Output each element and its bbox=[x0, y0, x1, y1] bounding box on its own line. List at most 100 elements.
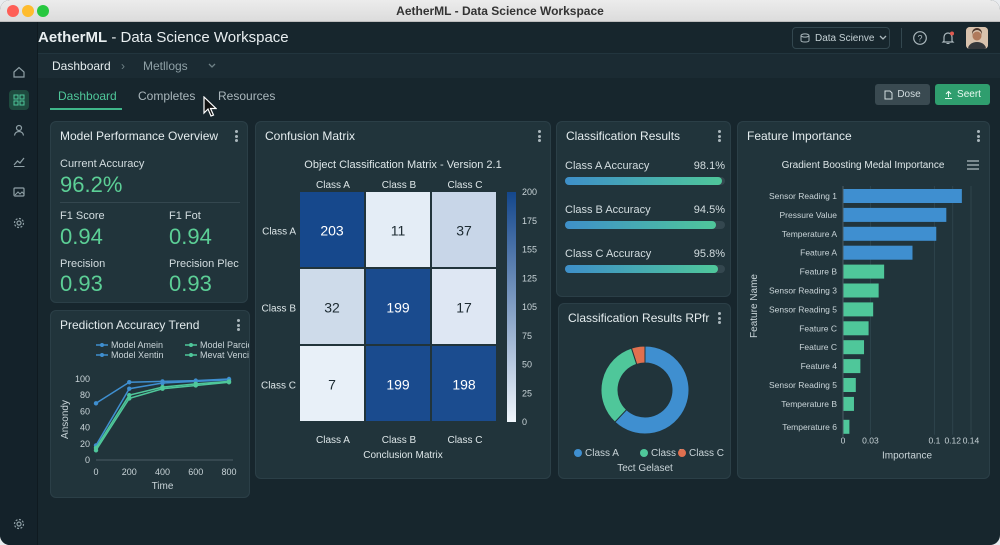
user-avatar[interactable] bbox=[966, 27, 988, 49]
maximize-window-button[interactable] bbox=[37, 5, 49, 17]
sidebar-analytics[interactable] bbox=[9, 151, 29, 171]
sidebar-users[interactable] bbox=[9, 120, 29, 140]
legend-marker bbox=[189, 353, 193, 357]
colorbar-tick-label: 200 bbox=[522, 187, 537, 197]
tab-resources[interactable]: Resources bbox=[218, 89, 276, 103]
cell-value: 11 bbox=[391, 223, 406, 239]
f1-fot-label: F1 Fot bbox=[169, 210, 201, 222]
card-menu-icon[interactable] bbox=[235, 130, 238, 142]
title-bar: AetherML - Data Science Workspace bbox=[0, 0, 1000, 22]
matrix-cell bbox=[432, 346, 496, 421]
mouse-cursor bbox=[203, 95, 218, 123]
legend-marker bbox=[100, 343, 104, 347]
accuracy-label: Class C Accuracy bbox=[565, 248, 652, 260]
y-tick-label: 80 bbox=[80, 390, 90, 400]
card-menu-icon[interactable] bbox=[237, 319, 240, 331]
x-axis-label: Tect Gelaset bbox=[617, 463, 673, 474]
colorbar-tick-label: 75 bbox=[522, 331, 532, 341]
help-icon[interactable]: ? bbox=[912, 30, 928, 46]
svg-text:?: ? bbox=[917, 34, 922, 44]
cell-value: 37 bbox=[456, 223, 472, 239]
model-performance-card: Model Performance Overview Current Accur… bbox=[50, 121, 248, 303]
feature-bar bbox=[843, 396, 854, 411]
x-tick-label: 400 bbox=[155, 467, 170, 477]
feature-label: Feature A bbox=[800, 248, 837, 258]
accuracy-label: Class A Accuracy bbox=[565, 160, 650, 172]
data-point bbox=[93, 448, 99, 453]
chevron-down-icon[interactable] bbox=[208, 63, 216, 69]
column-label: Class C bbox=[447, 435, 482, 446]
accuracy-track bbox=[565, 177, 725, 185]
precision-plec-label: Precision Plec bbox=[169, 258, 239, 270]
chart-icon bbox=[13, 157, 25, 167]
feature-bar bbox=[843, 359, 861, 374]
data-point bbox=[93, 401, 99, 406]
colorbar-tick-label: 155 bbox=[522, 245, 537, 255]
minimize-window-button[interactable] bbox=[22, 5, 34, 17]
precision-label: Precision bbox=[60, 258, 106, 270]
column-label: Class B bbox=[382, 180, 417, 191]
feature-label: Sensor Reading 5 bbox=[769, 304, 837, 314]
sidebar-gallery[interactable] bbox=[9, 182, 29, 202]
accuracy-fill bbox=[565, 177, 722, 185]
sidebar bbox=[0, 22, 38, 545]
y-tick-label: 100 bbox=[75, 374, 90, 384]
tab-bar: Dashboard Completes Resources Dose Seert bbox=[38, 78, 1000, 114]
x-tick-label: 0.03 bbox=[862, 436, 879, 446]
card-title: Model Performance Overview bbox=[60, 129, 219, 143]
close-window-button[interactable] bbox=[7, 5, 19, 17]
legend-label: Model Amein bbox=[111, 340, 163, 350]
x-axis-label: Conclusion Matrix bbox=[363, 450, 442, 461]
matrix-title: Object Classification Matrix - Version 2… bbox=[304, 159, 501, 171]
active-tab-indicator bbox=[50, 108, 122, 110]
feature-importance-card: Feature Importance Gradient Boosting Med… bbox=[737, 121, 990, 479]
x-tick-label: 0 bbox=[93, 467, 98, 477]
app-subtitle: - Data Science Workspace bbox=[107, 29, 289, 46]
x-tick-label: 0.14 bbox=[963, 436, 980, 446]
legend-label: Class C bbox=[689, 448, 724, 459]
data-point bbox=[127, 386, 132, 391]
sidebar-settings[interactable] bbox=[9, 213, 29, 233]
legend-marker bbox=[574, 449, 582, 457]
card-title: Confusion Matrix bbox=[265, 129, 356, 143]
tab-completes[interactable]: Completes bbox=[138, 89, 196, 103]
sidebar-preferences[interactable] bbox=[9, 514, 29, 534]
card-title: Prediction Accuracy Trend bbox=[60, 318, 200, 332]
y-tick-label: 0 bbox=[85, 455, 90, 465]
sidebar-dashboard[interactable] bbox=[9, 90, 29, 110]
feature-bar bbox=[843, 321, 869, 336]
x-tick-label: 600 bbox=[188, 467, 203, 477]
card-menu-icon[interactable] bbox=[977, 130, 980, 142]
donut-slice bbox=[614, 345, 690, 435]
card-menu-icon[interactable] bbox=[538, 130, 541, 142]
matrix-cell bbox=[300, 346, 364, 421]
x-tick-label: 0.12 bbox=[944, 436, 961, 446]
colorbar-tick-label: 105 bbox=[522, 302, 537, 312]
breadcrumb-dashboard[interactable]: Dashboard bbox=[52, 59, 111, 73]
card-menu-icon[interactable] bbox=[718, 312, 721, 324]
feature-label: Sensor Reading 1 bbox=[769, 191, 837, 201]
feature-label: Sensor Reading 5 bbox=[769, 380, 837, 390]
seert-button[interactable]: Seert bbox=[935, 84, 990, 105]
dose-button[interactable]: Dose bbox=[875, 84, 930, 105]
accuracy-track bbox=[565, 265, 725, 273]
data-point bbox=[193, 383, 198, 388]
accuracy-value: 98.1% bbox=[693, 160, 725, 172]
breadcrumb-metllogs[interactable]: Metllogs bbox=[143, 59, 188, 73]
cell-value: 199 bbox=[386, 300, 410, 316]
card-menu-icon[interactable] bbox=[718, 130, 721, 142]
tab-dashboard[interactable]: Dashboard bbox=[58, 89, 117, 103]
row-label: Class C bbox=[261, 381, 296, 392]
app-title: AetherML - Data Science Workspace bbox=[38, 29, 289, 46]
notification-bell-icon[interactable] bbox=[940, 30, 956, 46]
accuracy-value: 95.8% bbox=[693, 248, 725, 260]
legend-label: Class B bbox=[651, 448, 686, 459]
classification-donut-card: Classification Results RPfr Class A Class… bbox=[558, 303, 731, 479]
feature-bar bbox=[843, 302, 874, 317]
sidebar-home[interactable] bbox=[9, 62, 29, 82]
matrix-cell bbox=[432, 192, 496, 267]
dataset-select[interactable]: Data Scienve bbox=[792, 27, 890, 49]
matrix-cell bbox=[300, 269, 364, 344]
feature-bar bbox=[843, 245, 913, 260]
